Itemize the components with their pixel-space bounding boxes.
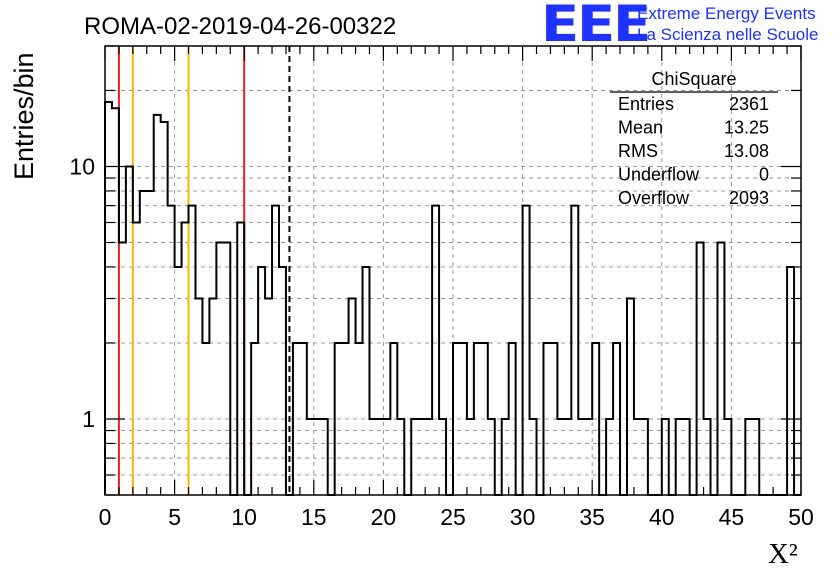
x-tick-label: 45 — [719, 504, 745, 530]
y-tick-label: 1 — [82, 406, 95, 432]
x-tick-label: 15 — [301, 504, 327, 530]
stats-box: ChiSquare Entries 2361 Mean 13.25 RMS 13.08 Un… — [610, 69, 778, 208]
x-tick-label: 35 — [579, 504, 605, 530]
stats-label: Overflow — [618, 188, 690, 208]
x-tick-label: 40 — [649, 504, 675, 530]
x-tick-label: 20 — [371, 504, 397, 530]
x-tick-label: 5 — [168, 504, 181, 530]
stats-value: 2361 — [729, 94, 769, 114]
stats-rows: Entries 2361 Mean 13.25 RMS 13.08 Underflow 0 Ov… — [618, 94, 769, 208]
x-tick-labels: 0 5 10 15 20 25 30 35 40 45 50 — [99, 504, 814, 530]
stats-label: Entries — [618, 94, 674, 114]
eee-logo-line2: La Scienza nelle Scuole — [637, 25, 818, 44]
eee-logo: EEE Extreme Energy Events La Scienza nel… — [541, 0, 818, 53]
x-tick-label: 0 — [99, 504, 112, 530]
stats-value: 13.25 — [724, 118, 769, 138]
plot-frame — [104, 45, 802, 496]
stats-value: 2093 — [729, 188, 769, 208]
x-axis-title: X² — [768, 538, 798, 570]
x-tick-label: 30 — [510, 504, 536, 530]
y-tick-label: 10 — [69, 153, 95, 179]
y-axis-title: Entries/bin — [9, 52, 39, 180]
stats-value: 13.08 — [724, 141, 769, 161]
stats-label: Mean — [618, 118, 663, 138]
stats-value: 0 — [759, 165, 769, 185]
eee-logo-line1: Extreme Energy Events — [637, 4, 816, 23]
stats-label: RMS — [618, 141, 658, 161]
stats-label: Underflow — [618, 165, 700, 185]
x-tick-label: 50 — [788, 504, 814, 530]
stats-title: ChiSquare — [651, 69, 736, 89]
x-tick-label: 10 — [231, 504, 257, 530]
marker-lines — [117, 46, 291, 495]
y-tick-labels: 1 10 — [69, 153, 95, 432]
histogram-outline — [104, 101, 801, 496]
eee-logo-text: EEE — [541, 0, 649, 53]
chart-title: ROMA-02-2019-04-26-00322 — [84, 13, 396, 40]
x-tick-label: 25 — [440, 504, 466, 530]
